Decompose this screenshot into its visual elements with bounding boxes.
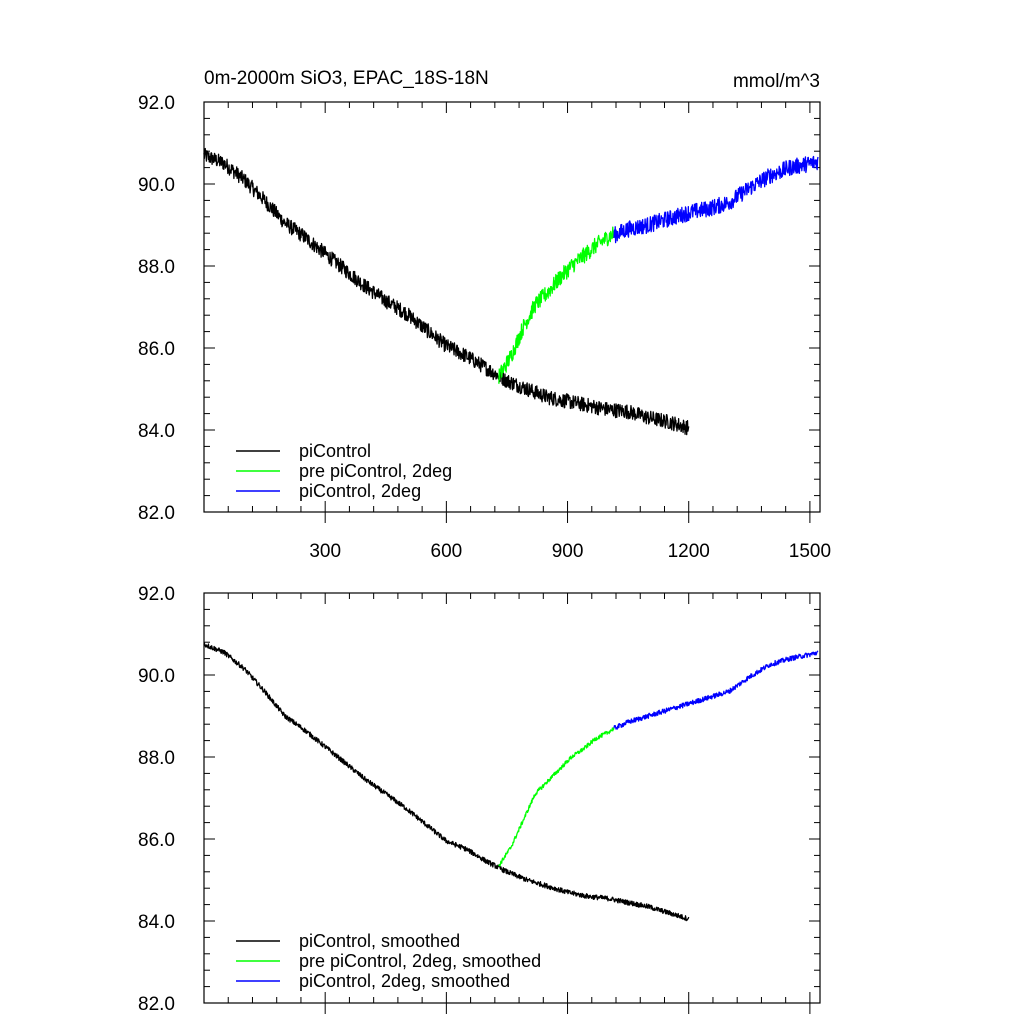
series-line — [498, 226, 615, 384]
series-line — [498, 727, 615, 867]
x-tick-label: 900 — [552, 541, 584, 562]
chart-title: 0m-2000m SiO3, EPAC_18S-18N — [204, 68, 489, 89]
legend-label: pre piControl, 2deg, smoothed — [299, 951, 541, 971]
x-tick-label: 600 — [431, 541, 463, 562]
series-line — [613, 155, 819, 244]
units-label: mmol/m^3 — [733, 71, 820, 92]
x-tick-label: 1200 — [668, 541, 710, 562]
y-tick-label: 90.0 — [138, 666, 175, 687]
legend-label: piControl — [299, 441, 371, 461]
y-tick-label: 82.0 — [138, 503, 175, 524]
legend-label: piControl, 2deg, smoothed — [299, 971, 510, 991]
y-tick-label: 90.0 — [138, 175, 175, 196]
y-tick-label: 92.0 — [138, 584, 175, 605]
plot-frame — [203, 592, 821, 1004]
y-tick-label: 82.0 — [138, 994, 175, 1015]
y-tick-label: 84.0 — [138, 421, 175, 442]
bottom-panel: 82.0 84.0 86.0 88.0 90.0 92.0 piControl, smoot… — [138, 584, 821, 1015]
y-tick-label: 84.0 — [138, 912, 175, 933]
y-tick-label: 86.0 — [138, 830, 175, 851]
series-line — [203, 147, 690, 436]
legend-label: piControl, smoothed — [299, 931, 460, 951]
legend-label: pre piControl, 2deg — [299, 461, 452, 481]
y-tick-label: 86.0 — [138, 339, 175, 360]
top-panel: 300 600 900 1200 1500 82.0 84.0 86.0 88.0 90.0 92.… — [138, 93, 831, 562]
series-line — [613, 650, 819, 730]
y-tick-label: 88.0 — [138, 748, 175, 769]
y-tick-label: 92.0 — [138, 93, 175, 114]
series-line — [203, 642, 690, 922]
legend-label: piControl, 2deg — [299, 481, 421, 501]
x-tick-label: 300 — [309, 541, 341, 562]
plot-frame — [203, 101, 821, 513]
x-tick-label: 1500 — [789, 541, 831, 562]
y-tick-label: 88.0 — [138, 257, 175, 278]
